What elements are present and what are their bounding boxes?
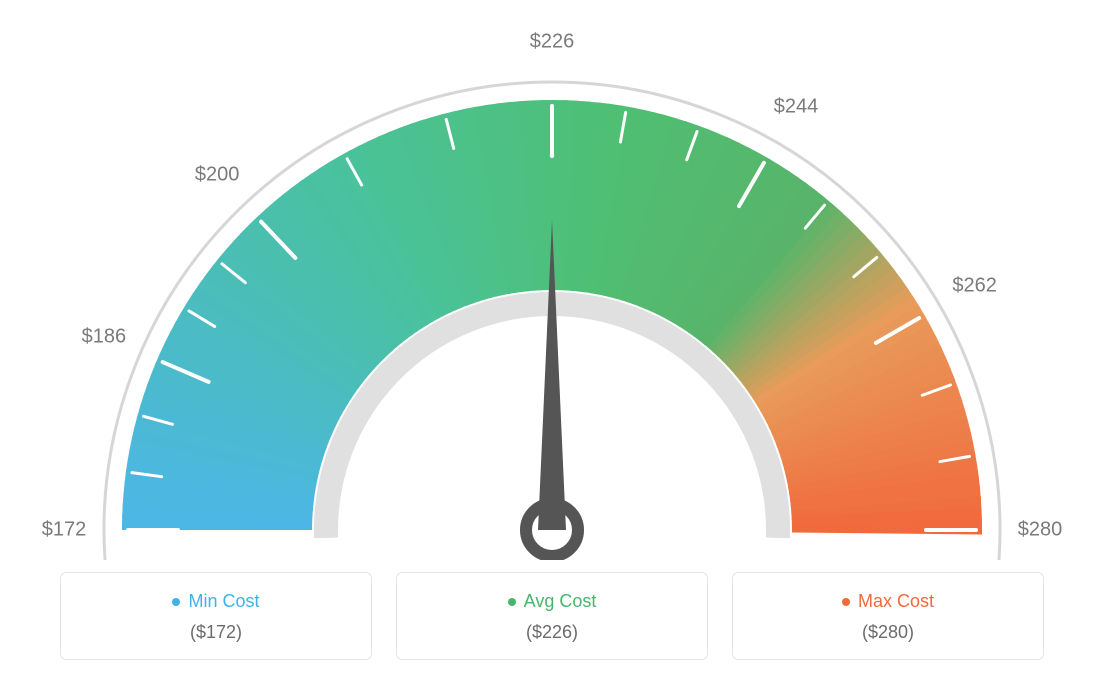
gauge-tick-label: $244 [774,96,819,119]
gauge-tick-label: $280 [1018,519,1063,542]
legend-row: Min Cost ($172) Avg Cost ($226) Max Cost… [60,572,1044,660]
dot-icon-max [842,598,850,606]
legend-card-min: Min Cost ($172) [60,572,372,660]
legend-value-min: ($172) [71,622,361,643]
gauge-area: $172 $186 $200 $226 $244 $262 $280 [0,0,1104,560]
dot-icon-avg [508,598,516,606]
legend-label-avg: Avg Cost [524,591,597,612]
legend-value-avg: ($226) [407,622,697,643]
legend-label-min: Min Cost [188,591,259,612]
gauge-chart-container: $172 $186 $200 $226 $244 $262 $280 Min Cost ($… [0,0,1104,690]
legend-title-max: Max Cost [842,591,934,612]
legend-title-min: Min Cost [172,591,259,612]
gauge-tick-label: $200 [195,164,240,187]
legend-card-avg: Avg Cost ($226) [396,572,708,660]
legend-value-max: ($280) [743,622,1033,643]
dot-icon-min [172,598,180,606]
gauge-tick-label: $172 [42,519,87,542]
legend-title-avg: Avg Cost [508,591,597,612]
legend-card-max: Max Cost ($280) [732,572,1044,660]
gauge-tick-label: $262 [952,275,997,298]
legend-label-max: Max Cost [858,591,934,612]
gauge-tick-label: $226 [530,31,575,54]
gauge-tick-label: $186 [82,325,127,348]
gauge-svg [0,0,1104,560]
